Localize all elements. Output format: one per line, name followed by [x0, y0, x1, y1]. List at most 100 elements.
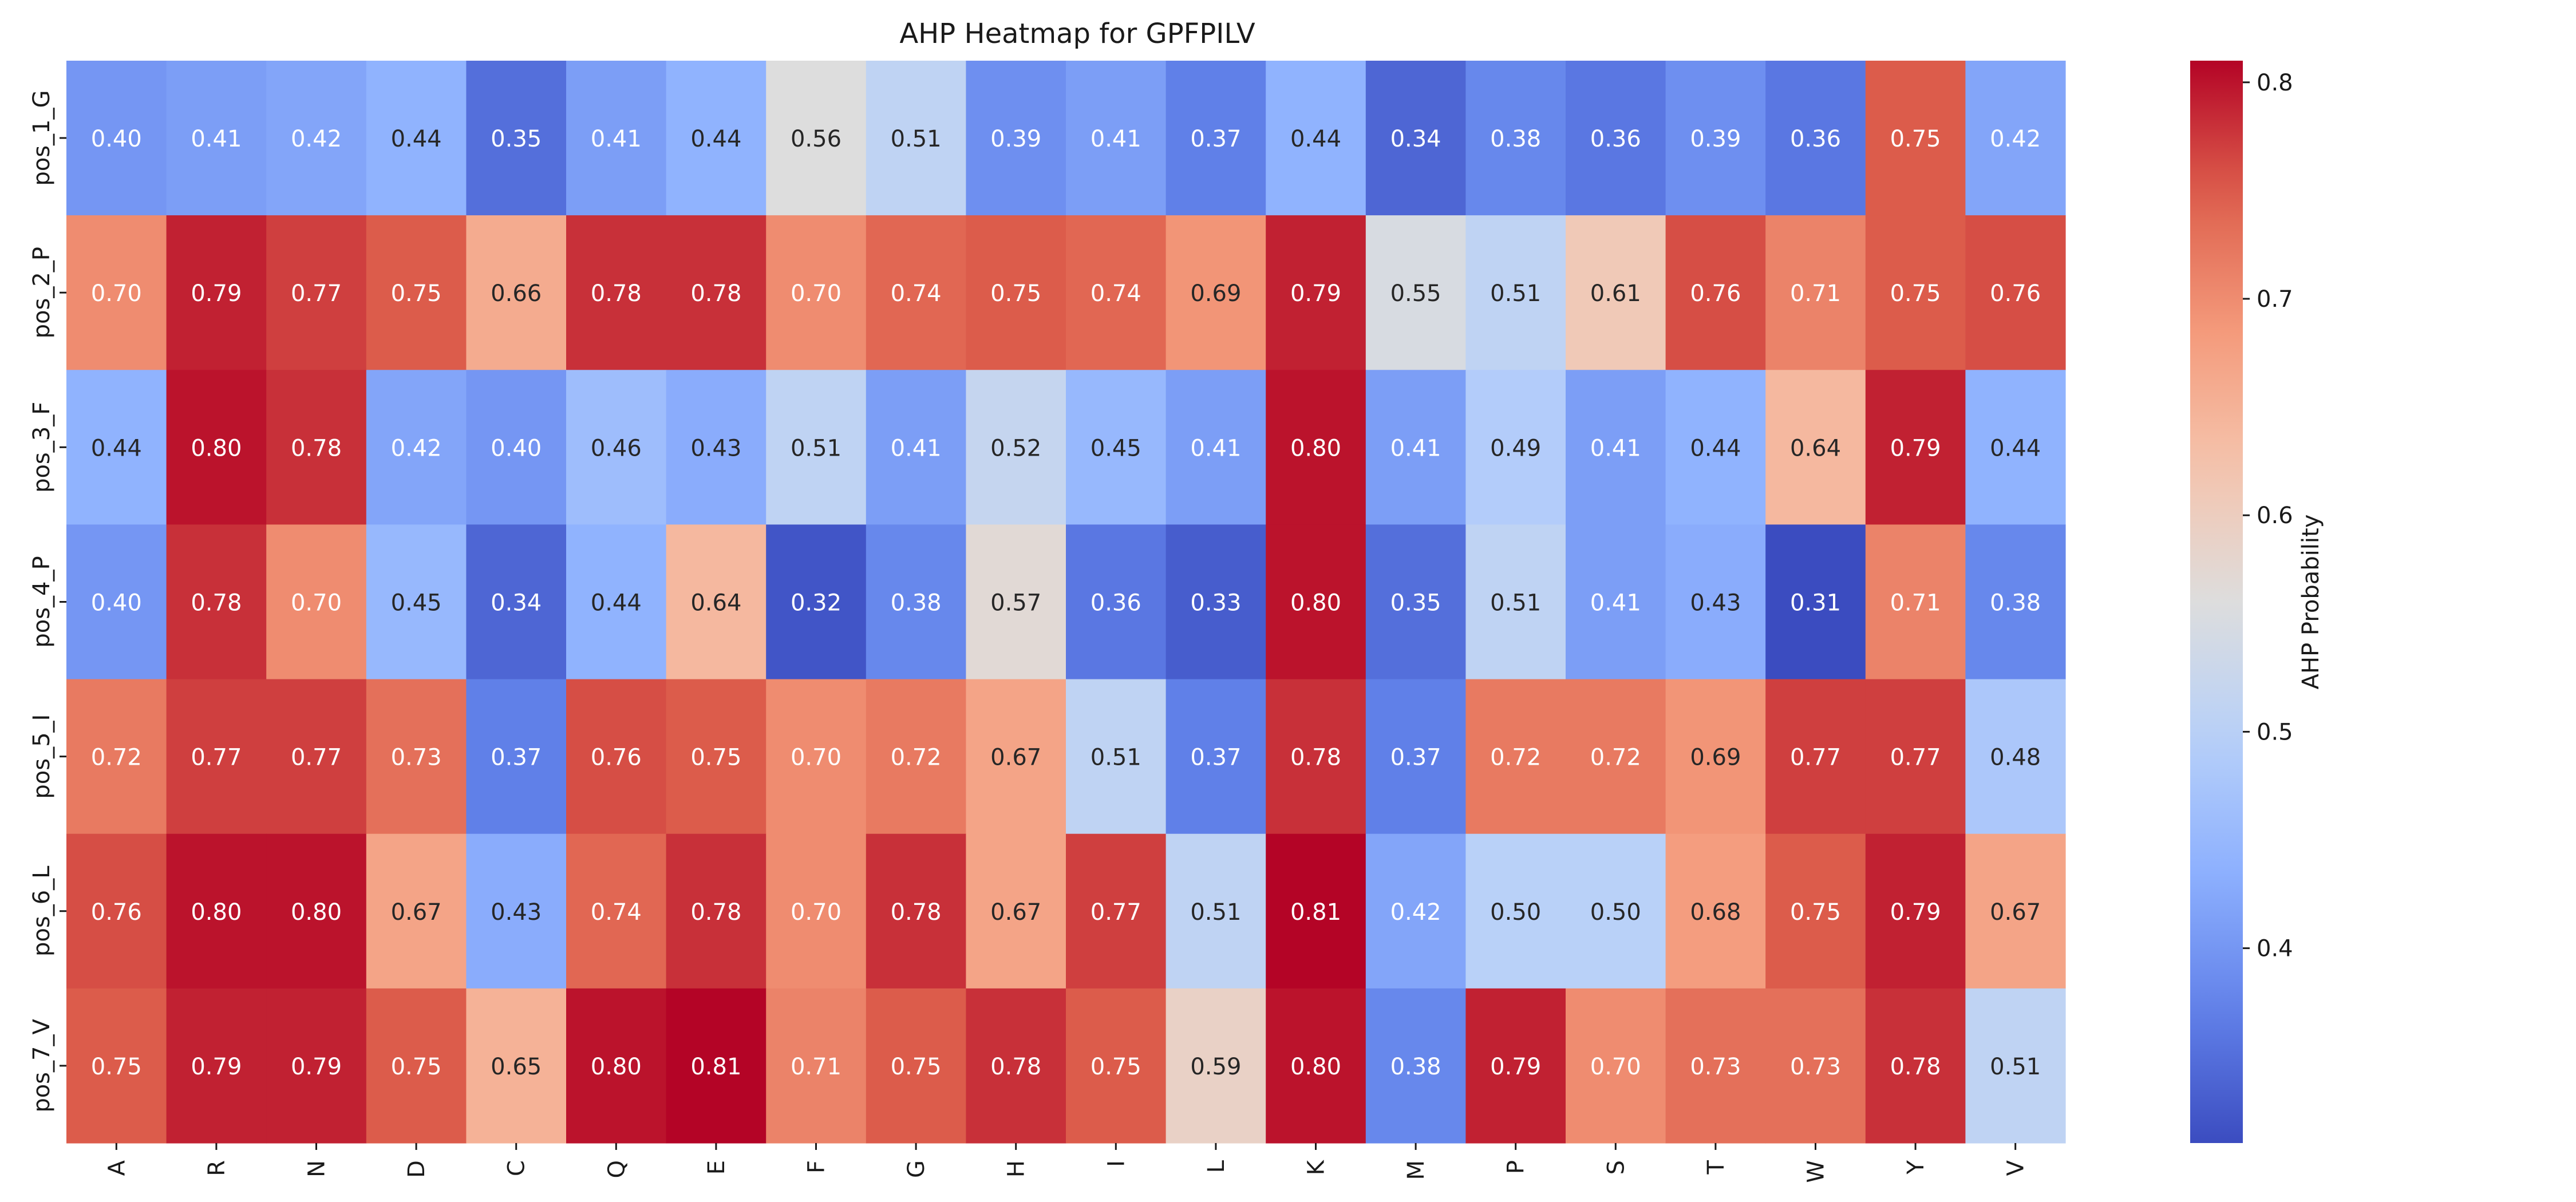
heatmap-cell — [366, 370, 467, 525]
cell-value-label: 0.79 — [291, 1054, 342, 1080]
heatmap-cell — [966, 370, 1066, 525]
cell-value-label: 0.40 — [491, 435, 542, 461]
cell-value-label: 0.70 — [791, 899, 841, 926]
cell-value-label: 0.61 — [1590, 280, 1641, 307]
cell-value-label: 0.70 — [91, 280, 142, 307]
x-tick-label: G — [903, 1160, 930, 1178]
cell-value-label: 0.42 — [1990, 126, 2041, 152]
heatmap-cell — [966, 988, 1066, 1144]
x-tick-label: E — [704, 1160, 730, 1175]
cell-value-label: 0.38 — [1990, 590, 2041, 616]
heatmap-cell — [266, 61, 367, 216]
heatmap-cell — [66, 679, 167, 835]
heatmap-cell — [366, 988, 467, 1144]
x-tick-label: V — [2003, 1160, 2029, 1176]
cell-value-label: 0.79 — [1490, 1054, 1541, 1080]
heatmap-cell — [1765, 215, 1866, 370]
cell-value-label: 0.45 — [391, 590, 442, 616]
cell-value-label: 0.77 — [191, 745, 242, 771]
heatmap-cell — [266, 833, 367, 989]
cell-value-label: 0.65 — [491, 1054, 542, 1080]
heatmap-cell — [766, 833, 867, 989]
cell-value-label: 0.44 — [1690, 435, 1741, 461]
cell-value-label: 0.79 — [191, 280, 242, 307]
cell-value-label: 0.80 — [191, 435, 242, 461]
cell-value-label: 0.75 — [690, 745, 741, 771]
heatmap-cell — [1965, 370, 2066, 525]
cell-value-label: 0.42 — [1390, 899, 1441, 926]
cell-value-label: 0.72 — [1490, 745, 1541, 771]
cell-value-label: 0.36 — [1790, 126, 1841, 152]
heatmap-cell — [1665, 215, 1766, 370]
cell-value-label: 0.49 — [1490, 435, 1541, 461]
chart-title: AHP Heatmap for GPFPILV — [899, 18, 1255, 50]
heatmap-cell — [966, 833, 1066, 989]
heatmap-cell — [666, 215, 767, 370]
heatmap-cell — [1965, 988, 2066, 1144]
heatmap-cell — [1665, 679, 1766, 835]
cell-value-label: 0.73 — [1790, 1054, 1841, 1080]
cell-value-label: 0.64 — [1790, 435, 1841, 461]
cell-value-label: 0.71 — [1790, 280, 1841, 307]
colorbar-ticks: 0.4 0.5 0.6 0.7 0.8 — [2243, 70, 2293, 962]
heatmap-cell — [466, 988, 567, 1144]
heatmap-cell — [666, 61, 767, 216]
cell-value-label: 0.74 — [1091, 280, 1141, 307]
heatmap-cell — [1765, 833, 1866, 989]
heatmap-cell — [466, 61, 567, 216]
heatmap-cell — [66, 370, 167, 525]
heatmap-cell-labels: 0.40 0.41 0.42 0.44 0.35 0.41 0.44 0.56 0.51 0.39… — [91, 126, 2041, 1080]
cell-value-label: 0.39 — [990, 126, 1041, 152]
heatmap-cell — [1765, 679, 1866, 835]
heatmap-cell — [1865, 988, 1966, 1144]
heatmap-cell — [1965, 524, 2066, 680]
heatmap-cell — [1765, 370, 1866, 525]
cell-value-label: 0.80 — [1290, 590, 1341, 616]
heatmap-cell — [1165, 524, 1266, 680]
cell-value-label: 0.38 — [1390, 1054, 1441, 1080]
heatmap-cell — [1266, 370, 1366, 525]
heatmap-cell — [1465, 524, 1566, 680]
cell-value-label: 0.50 — [1490, 899, 1541, 926]
heatmap-cell — [766, 988, 867, 1144]
heatmap-cell — [1266, 61, 1366, 216]
heatmap-cell — [1566, 833, 1666, 989]
heatmap-cell — [366, 61, 467, 216]
cell-value-label: 0.50 — [1590, 899, 1641, 926]
heatmap-cell — [1266, 833, 1366, 989]
cell-value-label: 0.37 — [491, 745, 542, 771]
y-tick-label: pos_2_P — [29, 247, 55, 338]
cell-value-label: 0.79 — [1890, 899, 1941, 926]
heatmap-cell — [1865, 833, 1966, 989]
heatmap-cells — [66, 61, 2066, 1144]
cell-value-label: 0.80 — [191, 899, 242, 926]
cell-value-label: 0.77 — [291, 745, 342, 771]
x-tick-label: K — [1303, 1159, 1330, 1175]
heatmap-cell — [366, 524, 467, 680]
cell-value-label: 0.75 — [1890, 126, 1941, 152]
cell-value-label: 0.44 — [690, 126, 741, 152]
heatmap-cell — [1965, 215, 2066, 370]
x-tick-label: L — [1203, 1160, 1230, 1173]
cell-value-label: 0.67 — [1990, 899, 2041, 926]
cell-value-label: 0.64 — [690, 590, 741, 616]
x-tick-label: R — [204, 1160, 230, 1176]
cell-value-label: 0.51 — [1490, 280, 1541, 307]
cell-value-label: 0.70 — [791, 280, 841, 307]
heatmap-cell — [1066, 370, 1167, 525]
cell-value-label: 0.59 — [1190, 1054, 1241, 1080]
heatmap-cell — [1365, 524, 1466, 680]
cell-value-label: 0.44 — [1290, 126, 1341, 152]
cell-value-label: 0.72 — [1590, 745, 1641, 771]
cell-value-label: 0.79 — [191, 1054, 242, 1080]
cell-value-label: 0.41 — [1091, 126, 1141, 152]
heatmap-cell — [1066, 215, 1167, 370]
cell-value-label: 0.67 — [990, 745, 1041, 771]
heatmap-cell — [1165, 215, 1266, 370]
cell-value-label: 0.78 — [690, 899, 741, 926]
heatmap-cell — [1665, 988, 1766, 1144]
colorbar-tick-label: 0.6 — [2257, 503, 2293, 529]
cell-value-label: 0.41 — [1390, 435, 1441, 461]
cell-value-label: 0.41 — [1190, 435, 1241, 461]
